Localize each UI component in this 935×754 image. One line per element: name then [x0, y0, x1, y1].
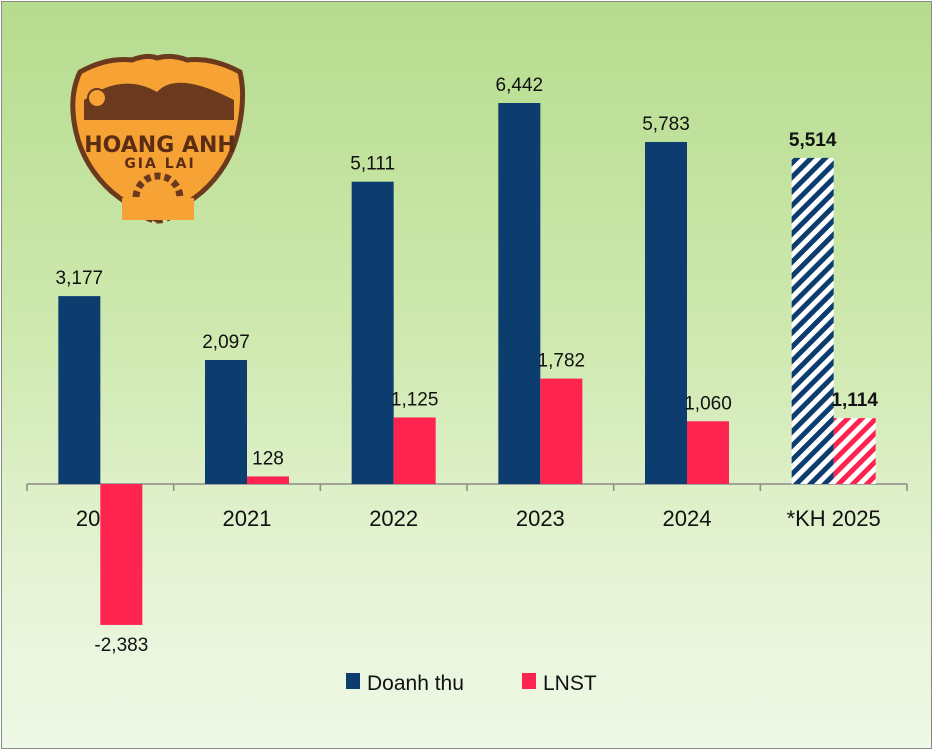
legend-label-lnst: LNST	[543, 672, 597, 695]
bar-lnst-2022	[393, 417, 436, 484]
legend-label-doanh-thu: Doanh thu	[367, 672, 464, 695]
x-tick-label: 2022	[369, 506, 418, 531]
bar-lnst-2024	[687, 421, 729, 484]
bar-lnst-2020	[100, 484, 143, 625]
data-label-doanh-thu: 6,442	[496, 75, 544, 96]
bar-lnst-2023	[540, 378, 583, 484]
data-label-lnst: 1,125	[391, 389, 439, 410]
data-label-lnst: 1,114	[831, 390, 878, 411]
bar-doanh-thu-kh2025	[791, 157, 834, 484]
data-label-doanh-thu: 5,783	[642, 114, 690, 135]
bar-doanh-thu-2020	[58, 296, 101, 484]
logo-text-line1: HOANG ANH	[84, 133, 236, 158]
data-label-doanh-thu: 2,097	[202, 332, 250, 353]
x-tick-label: 2021	[223, 506, 272, 531]
x-tick-label: 2024	[663, 506, 712, 531]
legend-swatch-lnst	[522, 673, 536, 689]
legend: Doanh thu LNST	[346, 672, 597, 695]
data-label-lnst: -2,383	[94, 635, 148, 656]
data-label-lnst: 1,782	[538, 351, 586, 372]
bar-lnst-kh2025	[833, 418, 876, 484]
bar-doanh-thu-2022	[351, 181, 394, 485]
data-label-doanh-thu: 5,514	[789, 130, 837, 151]
data-label-lnst: 128	[252, 448, 284, 469]
data-label-doanh-thu: 5,111	[350, 154, 395, 175]
x-tick-label: 2023	[516, 506, 565, 531]
logo-text-line2: GIA LAI	[124, 156, 195, 172]
bar-lnst-2021	[247, 476, 289, 484]
data-label-lnst: 1,060	[684, 393, 732, 414]
data-label-doanh-thu: 3,177	[56, 268, 104, 289]
bar-doanh-thu-2023	[498, 103, 541, 484]
legend-swatch-doanh-thu	[346, 673, 360, 689]
bar-doanh-thu-2024	[645, 141, 687, 484]
hoang-anh-gia-lai-logo: HOANG ANH GIA LAI	[70, 53, 246, 224]
x-tick-label: *KH 2025	[787, 506, 881, 531]
bar-doanh-thu-2021	[205, 359, 247, 484]
